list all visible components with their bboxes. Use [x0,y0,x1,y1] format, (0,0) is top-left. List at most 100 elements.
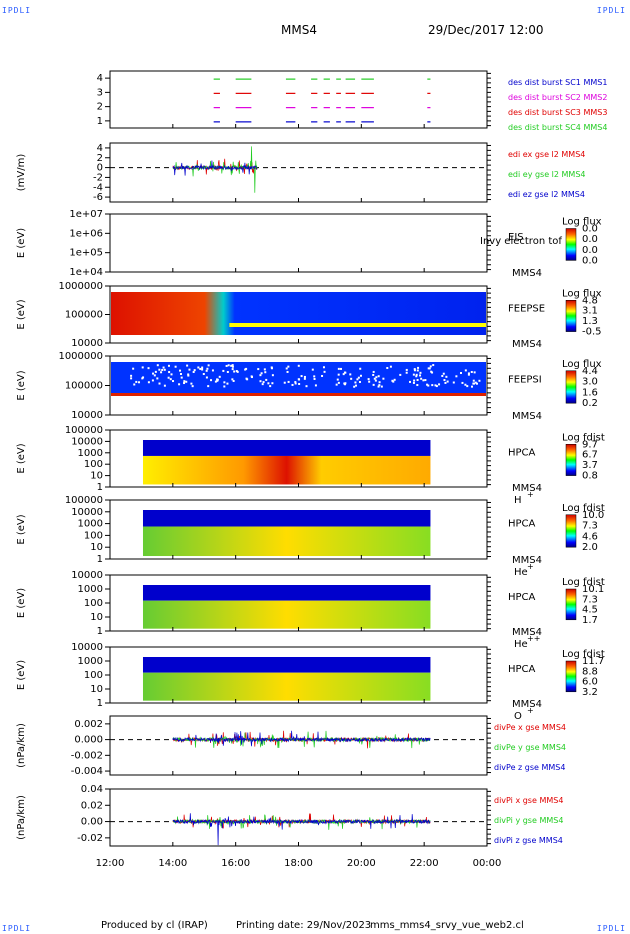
spectrogram-hpca_hepp-high [142,585,431,601]
ytick-label-hpca_hepp: 100 [84,598,103,609]
spectrogram-gap-feepsi [337,373,340,376]
ytick-label-hpca_h: 1000 [78,448,103,459]
spectrogram-gap-feepsi [367,378,370,381]
ytick-label-burst: 3 [97,87,103,98]
colorbar-feepse [565,300,577,332]
spectrogram-gap-feepsi [162,366,165,369]
panel-burst: 1 2 3 4 des dist burst SC1 MMS1 des dist burs… [97,70,607,132]
ytick-label-hpca_o: 1 [97,698,103,709]
panel-hpca_hepp: 1 10 100 1000 10000 E (eV) Log fdist10.17.34.5… [16,570,605,650]
ytick-label-hpca_o: 1000 [78,656,103,667]
spectrogram-gap-feepsi [231,364,234,367]
spectrogram-gap-feepsi [337,367,340,370]
spectrogram-gap-feepsi [416,384,419,387]
legend-divpi: divPi x gse MMS4 [494,796,563,805]
species-charge-hpca_h: + [527,490,534,499]
spectrogram-gap-feepsi [185,380,188,383]
spectrogram-gap-feepsi [464,369,467,372]
legend-divpi: divPi z gse MMS4 [494,836,563,845]
spectrogram-gap-feepsi [207,385,210,388]
spectrogram-gap-feepsi [201,368,204,371]
colorbar-tick-hpca_o: 3.2 [582,687,598,698]
spectrogram-gap-feepsi [132,367,135,370]
spectrogram-gap-feepsi [427,367,430,370]
spectrogram-gap-feepsi [472,379,475,382]
ytick-label-edi: -2 [93,172,103,183]
spectrogram-gap-feepsi [359,374,362,377]
ytick-label-feepsi: 1000000 [58,351,103,362]
spectrogram-band-feepsi [111,393,486,396]
spectrogram-gap-feepsi [286,370,289,373]
spectrogram-gap-feepsi [303,375,306,378]
xtick-label: 20:00 [347,858,376,869]
spectrogram-gap-feepsi [357,376,360,379]
spectrogram-gap-feepsi [438,383,441,386]
spectrogram-gap-feepsi [262,381,265,384]
ytick-label-feepse: 1000000 [58,281,103,292]
spectrogram-gap-feepsi [205,376,208,379]
ytick-label-burst: 4 [97,73,103,84]
spectrogram-gap-feepsi [202,373,205,376]
ytick-label-divpi: -0.02 [77,833,103,844]
spectrogram-gap-feepsi [297,364,300,367]
spectrogram-gap-feepsi [343,383,346,386]
spectrogram-gap-feepsi [313,377,316,380]
spectrogram-gap-feepsi [322,366,325,369]
spectrogram-gap-feepsi [261,383,264,386]
ylabel-divpi: (nPa/km) [16,795,27,840]
spectrogram-gap-feepsi [156,377,159,380]
spacecraft-label-eis: MMS4 [512,268,542,279]
spectrogram-hpca_o-high [142,657,431,673]
panel-feepse: 10000 100000 1000000 E (eV) Log flux4.83.11.… [16,281,602,350]
ytick-label-edi: 0 [97,163,103,174]
spectrogram-gap-feepsi [415,375,418,378]
legend-edi: edi ex gse l2 MMS4 [508,150,585,159]
spectrogram-gap-feepsi [163,368,166,371]
spectrogram-gap-feepsi [168,371,171,374]
spectrogram-gap-feepsi [283,381,286,384]
spectrogram-gap-feepsi [222,369,225,372]
spectrogram-gap-feepsi [464,383,467,386]
footer-filename: mms_mms4_srvy_vue_web2.cl [370,920,524,931]
corner-label-top-right: IPDLI [596,6,626,15]
spectrogram-gap-feepsi [153,374,156,377]
spectrogram-gap-feepsi [339,367,342,370]
spectrogram-gap-feepsi [245,367,248,370]
panel-hpca_o: 1 10 100 1000 10000 E (eV) Log fdist11.78.86.0… [16,642,605,722]
spectrogram-gap-feepsi [461,381,464,384]
xtick-label: 14:00 [158,858,187,869]
colorbar-tick-hpca_hepp: 4.5 [582,605,598,616]
spectrogram-gap-feepsi [154,370,157,373]
legend-divpe: divPe x gse MMS4 [494,723,566,732]
spectrogram-gap-feepsi [358,380,361,383]
ytick-label-feepsi: 100000 [65,381,103,392]
spectrogram-gap-feepsi [344,382,347,385]
colorbar-tick-hpca_h: 9.7 [582,439,598,450]
colorbar-title-feepsi: Log flux [562,359,602,370]
spectrogram-gap-feepsi [287,365,290,368]
ytick-label-divpi: 0.04 [81,784,103,795]
instrument-label-hpca_he: HPCA [508,519,536,530]
spectrogram-gap-feepsi [298,382,301,385]
spectrogram-gap-feepsi [179,369,182,372]
ytick-label-hpca_he: 1 [97,554,103,565]
spectrogram-gap-feepsi [356,378,359,381]
ylabel-divpe: (nPa/km) [16,723,27,768]
spectrogram-gap-feepsi [305,385,308,388]
xtick-label: 18:00 [284,858,313,869]
colorbar-title-hpca_hepp: Log fdist [562,577,605,588]
spectrogram-gap-feepsi [442,372,445,375]
spectrogram-gap-feepsi [186,364,189,367]
ytick-label-eis: 1e+05 [69,248,103,259]
ytick-label-hpca_h: 100 [84,459,103,470]
ytick-label-hpca_he: 10000 [71,507,103,518]
spectrogram-gap-feepsi [419,371,422,374]
ytick-label-burst: 2 [97,102,103,113]
spectrogram-gap-feepsi [205,369,208,372]
panel-frame-divpe [109,715,488,776]
spectrogram-gap-feepsi [409,380,412,383]
ytick-label-hpca_he: 100 [84,530,103,541]
